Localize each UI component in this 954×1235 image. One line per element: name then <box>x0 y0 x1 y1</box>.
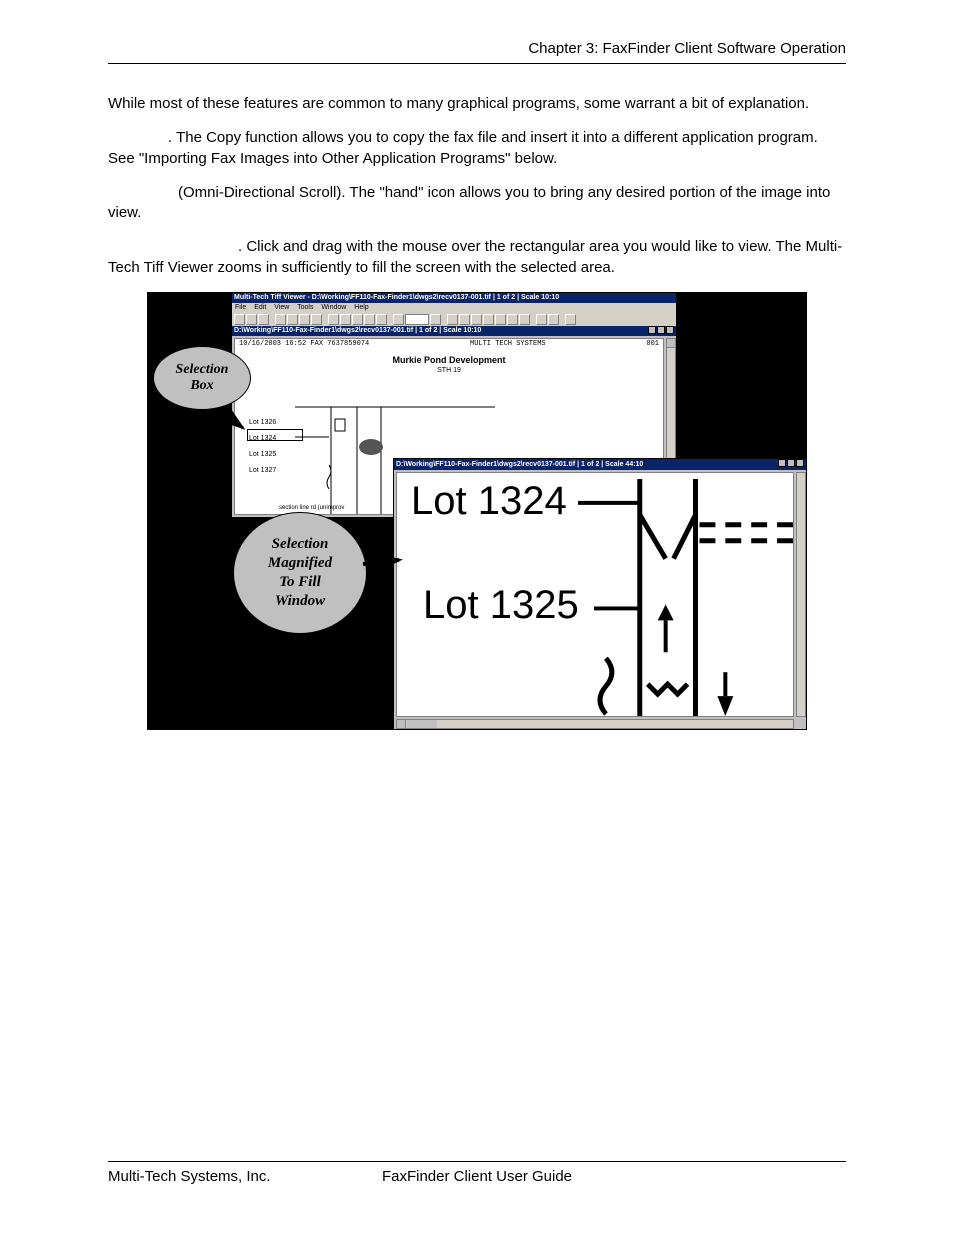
toolbar-button[interactable] <box>246 314 257 325</box>
toolbar-button[interactable] <box>495 314 506 325</box>
window-titlebar: Multi-Tech Tiff Viewer - D:\Working\FF11… <box>232 293 676 303</box>
content-subtitle: STH 19 <box>235 367 663 374</box>
fax-header: 10/16/2003 16:52 FAX 7637859074 MULTI TE… <box>235 339 663 349</box>
menu-view[interactable]: View <box>274 304 289 311</box>
maximize-button[interactable] <box>787 459 795 467</box>
paragraph-intro: While most of these features are common … <box>108 94 846 114</box>
vertical-scrollbar[interactable] <box>796 472 806 717</box>
close-button[interactable] <box>666 326 674 334</box>
menu-help[interactable]: Help <box>354 304 368 311</box>
figure-zoom-demo: Multi-Tech Tiff Viewer - D:\Working\FF11… <box>147 292 807 730</box>
fax-header-left: 10/16/2003 16:52 FAX 7637859074 <box>239 340 369 348</box>
maximize-button[interactable] <box>657 326 665 334</box>
toolbar-button[interactable] <box>471 314 482 325</box>
page: Chapter 3: FaxFinder Client Software Ope… <box>0 0 954 1235</box>
callout-selection-box: Selection Box <box>153 346 251 410</box>
document-titlebar: D:\Working\FF110-Fax-Finder1\dwgs2\recv0… <box>232 326 676 336</box>
toolbar-button[interactable] <box>258 314 269 325</box>
zoom-sketch <box>397 473 793 716</box>
toolbar-button[interactable] <box>519 314 530 325</box>
callout-text: Selection Box <box>176 362 229 394</box>
lot-list: Lot 1326 Lot 1324 Lot 1325 Lot 1327 <box>249 415 276 479</box>
close-button[interactable] <box>796 459 804 467</box>
content-title: Murkie Pond Development <box>235 355 663 365</box>
callout-selection-magnified: Selection Magnified To Fill Window <box>233 512 367 634</box>
zoom-window: D:\Working\FF110-Fax-Finder1\dwgs2\recv0… <box>393 458 807 730</box>
toolbar-button[interactable] <box>340 314 351 325</box>
toolbar-button[interactable] <box>234 314 245 325</box>
toolbar-button[interactable] <box>430 314 441 325</box>
zoom-document-area[interactable]: Lot 1324 Lot 1325 <box>396 472 794 717</box>
toolbar-button[interactable] <box>287 314 298 325</box>
chapter-title: Chapter 3: FaxFinder Client Software Ope… <box>528 40 846 57</box>
horizontal-scrollbar[interactable] <box>396 719 794 729</box>
toolbar-button[interactable] <box>507 314 518 325</box>
document-title: D:\Working\FF110-Fax-Finder1\dwgs2\recv0… <box>234 326 481 336</box>
toolbar-field[interactable] <box>405 314 429 325</box>
toolbar-button[interactable] <box>548 314 559 325</box>
toolbar-button[interactable] <box>483 314 494 325</box>
window-buttons <box>778 459 804 470</box>
minimize-button[interactable] <box>778 459 786 467</box>
toolbar-button[interactable] <box>393 314 404 325</box>
menu-window[interactable]: Window <box>321 304 346 311</box>
zoom-titlebar: D:\Working\FF110-Fax-Finder1\dwgs2\recv0… <box>394 459 806 470</box>
paragraph-copy: . The Copy function allows you to copy t… <box>108 128 846 169</box>
toolbar-button[interactable] <box>565 314 576 325</box>
toolbar-button[interactable] <box>376 314 387 325</box>
footer-right <box>600 1168 846 1185</box>
menu-tools[interactable]: Tools <box>297 304 313 311</box>
window-title: Multi-Tech Tiff Viewer - D:\Working\FF11… <box>234 294 559 301</box>
toolbar-button[interactable] <box>275 314 286 325</box>
lot-label: Lot 1325 <box>249 447 276 463</box>
lot-label: Lot 1327 <box>249 463 276 479</box>
minimize-button[interactable] <box>648 326 656 334</box>
toolbar-button[interactable] <box>352 314 363 325</box>
fax-header-right: MULTI TECH SYSTEMS <box>470 340 546 348</box>
toolbar-button[interactable] <box>299 314 310 325</box>
page-header: Chapter 3: FaxFinder Client Software Ope… <box>108 40 846 64</box>
body-text: While most of these features are common … <box>108 94 846 278</box>
fax-header-page: 001 <box>646 340 659 348</box>
callout-text: Selection Magnified To Fill Window <box>268 535 332 610</box>
toolbar-button[interactable] <box>364 314 375 325</box>
page-footer: Multi-Tech Systems, Inc. FaxFinder Clien… <box>108 1161 846 1185</box>
toolbar-button[interactable] <box>328 314 339 325</box>
paragraph-scroll: (Omni-Directional Scroll). The "hand" ic… <box>108 183 846 224</box>
menu-file[interactable]: File <box>235 304 246 311</box>
footer-left: Multi-Tech Systems, Inc. <box>108 1168 354 1185</box>
zoom-window-title: D:\Working\FF110-Fax-Finder1\dwgs2\recv0… <box>396 459 643 470</box>
footer-center: FaxFinder Client User Guide <box>354 1168 600 1185</box>
menubar: File Edit View Tools Window Help <box>232 303 676 313</box>
toolbar-button[interactable] <box>536 314 547 325</box>
toolbar-button[interactable] <box>459 314 470 325</box>
menu-edit[interactable]: Edit <box>254 304 266 311</box>
paragraph-zoom: . Click and drag with the mouse over the… <box>108 237 846 278</box>
toolbar-button[interactable] <box>311 314 322 325</box>
window-buttons <box>648 326 674 336</box>
toolbar <box>232 313 676 326</box>
toolbar-button[interactable] <box>447 314 458 325</box>
